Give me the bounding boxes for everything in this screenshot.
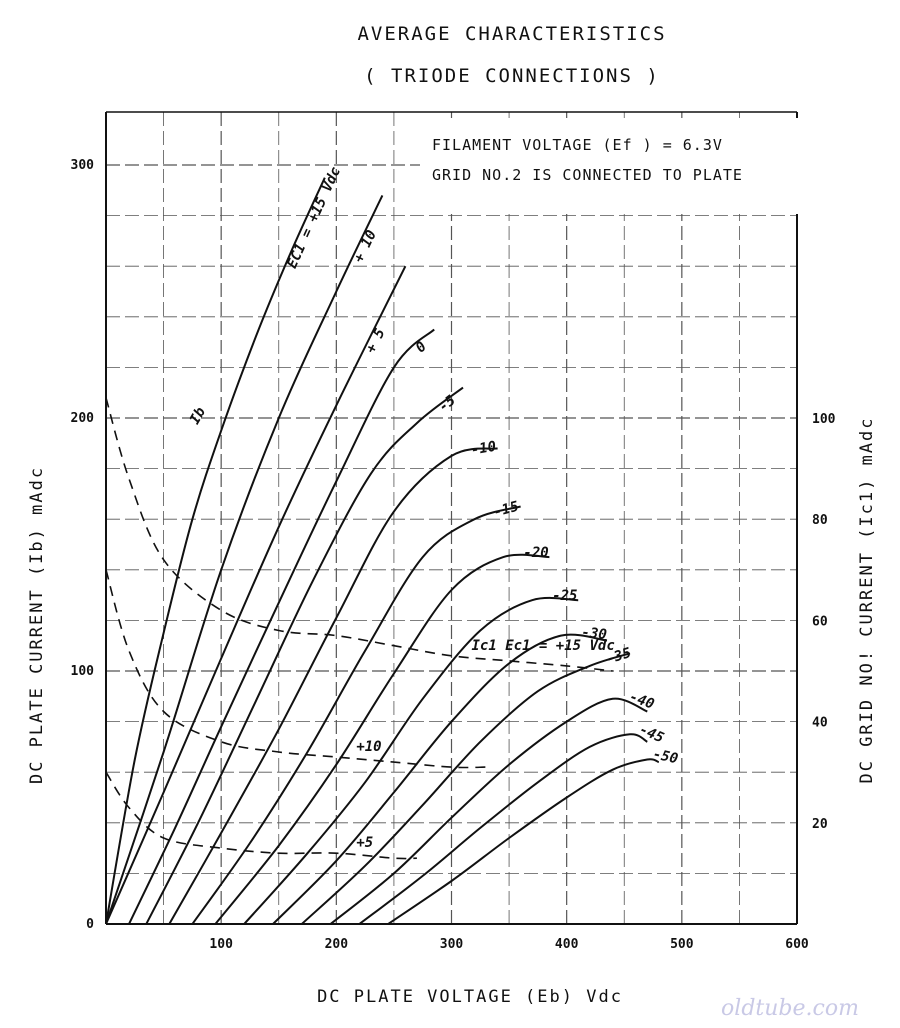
grid-voltage-label: -10: [470, 439, 498, 459]
plate-current-curve: [329, 697, 648, 925]
plate-current-curve: [214, 553, 550, 925]
grid-voltage-label: -30: [581, 625, 608, 644]
plate-current-curve: [145, 386, 464, 925]
plate-current-curve: [105, 177, 326, 925]
plate-current-curve: [301, 652, 631, 925]
chart-title: AVERAGE CHARACTERISTICS: [357, 23, 666, 45]
plate-current-curve: [358, 733, 648, 925]
ib-annotation: Ib: [187, 405, 209, 428]
watermark: oldtube.com: [721, 996, 859, 1021]
plate-current-curve: [272, 633, 608, 925]
y-axis-label: DC PLATE CURRENT (Ib) mAdc: [27, 466, 47, 784]
grid-current-curve: [105, 771, 417, 860]
x-tick-label: 600: [785, 937, 809, 952]
y2-tick-label: 60: [812, 614, 828, 629]
x-tick-label: 400: [555, 937, 579, 952]
plate-current-curve: [105, 194, 384, 925]
y2-axis-label: DC GRID NO! CURRENT (Ic1) mAdc: [857, 416, 877, 783]
grid-current-curve: [105, 397, 613, 672]
grid-connection-note: GRID NO.2 IS CONNECTED TO PLATE: [432, 166, 743, 184]
x-tick-label: 500: [670, 937, 694, 952]
plate-current-curve: [191, 505, 521, 925]
plate-current-curve: [387, 758, 660, 925]
grid-current-label: +10: [356, 739, 381, 755]
labels-layer: 100 200 300 400 500 600 0 100 200 300 20 40 60 80 100 E…: [71, 158, 836, 952]
grid-current-curve: [105, 569, 487, 769]
curves-layer: [105, 177, 660, 925]
plate-current-curve: [105, 265, 407, 925]
y-tick-label: 100: [71, 664, 95, 679]
x-axis-label: DC PLATE VOLTAGE (Eb) Vdc: [317, 987, 623, 1007]
y2-tick-label: 20: [812, 817, 828, 832]
y2-tick-label: 100: [812, 412, 836, 427]
grid-voltage-label: EC1 = +15 Vdc: [284, 165, 344, 271]
grid-voltage-label: -5: [436, 392, 459, 415]
y-tick-label: 300: [71, 158, 95, 173]
grid-voltage-label: + 10: [351, 228, 380, 265]
x-tick-label: 100: [209, 937, 233, 952]
plate-current-curve: [168, 447, 498, 925]
note-box: [420, 118, 798, 214]
plate-current-curve: [128, 328, 435, 925]
chart-subtitle: ( TRIODE CONNECTIONS ): [364, 65, 660, 87]
grid-voltage-label: -35: [604, 645, 633, 668]
grid-current-label: +5: [356, 835, 373, 851]
filament-note: FILAMENT VOLTAGE (Ef ) = 6.3V: [432, 136, 723, 154]
y2-tick-label: 40: [812, 716, 828, 731]
grid-current-label: Ic1 Ec1 = +15 Vdc: [472, 638, 615, 654]
x-tick-label: 300: [440, 937, 464, 952]
y2-tick-label: 80: [812, 513, 828, 528]
plate-current-curve: [243, 596, 579, 925]
grid-voltage-label: -25: [552, 588, 577, 604]
y-tick-label: 200: [71, 411, 95, 426]
grid-voltage-label: -20: [523, 545, 548, 561]
x-tick-label: 200: [325, 937, 349, 952]
grid-voltage-label: -50: [651, 746, 679, 767]
grid-voltage-label: -45: [637, 722, 667, 747]
grid-layer: [105, 111, 798, 925]
y-tick-label: 0: [86, 917, 94, 932]
grid-voltage-label: -15: [492, 499, 521, 521]
grid-voltage-label: -40: [627, 689, 656, 713]
grid-voltage-label: + 5: [363, 326, 389, 356]
grid-voltage-label: 0: [413, 339, 430, 356]
